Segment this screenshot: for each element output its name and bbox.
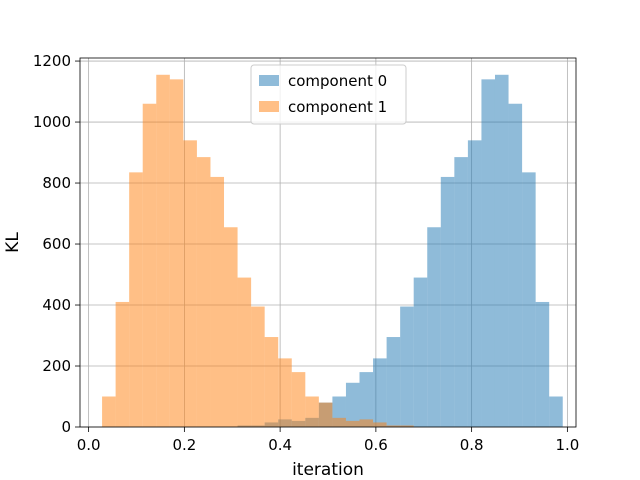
histogram-bar: [264, 337, 279, 427]
legend-label: component 0: [288, 72, 387, 90]
histogram-bar: [427, 227, 441, 427]
plot-area-frame: [79, 57, 577, 428]
y-tick-label: 800: [42, 174, 71, 192]
x-axis-label: iteration: [292, 460, 364, 480]
histogram-bar: [251, 306, 265, 427]
x-tick-label: 0.6: [364, 436, 388, 454]
histogram-bar: [522, 172, 536, 427]
histogram-bar: [345, 420, 360, 427]
histogram-bar: [400, 425, 414, 427]
x-tick-label: 0.0: [77, 436, 101, 454]
histogram-bar: [481, 79, 495, 427]
histogram-bar: [129, 172, 143, 427]
histogram-bar: [345, 382, 360, 427]
histogram-bar: [413, 277, 428, 427]
histogram-bar: [115, 301, 130, 427]
histogram-bar: [278, 358, 292, 427]
histogram-bars: [102, 74, 563, 427]
x-tick-label: 0.8: [460, 436, 484, 454]
histogram-bar: [386, 425, 401, 427]
histogram-bar: [494, 74, 509, 427]
histogram-bar: [183, 140, 197, 427]
histogram-bar: [373, 358, 387, 427]
histogram-bar: [508, 103, 523, 427]
histogram-bar: [237, 277, 252, 427]
histogram-bar: [440, 176, 455, 427]
histogram-bar: [332, 417, 346, 427]
legend-label: component 1: [288, 98, 387, 116]
series-0: [237, 74, 563, 427]
y-tick-label: 600: [42, 235, 71, 253]
histogram-bar: [305, 396, 319, 427]
histogram-bar: [549, 396, 563, 427]
histogram-bar: [142, 103, 157, 427]
legend-swatch: [259, 75, 279, 86]
histogram-bar: [210, 176, 225, 427]
histogram-bar: [102, 396, 116, 427]
y-tick-label: 1200: [33, 52, 71, 70]
histogram-bar: [291, 372, 306, 427]
legend: component 0 component 1: [250, 64, 407, 125]
histogram-bar: [169, 79, 184, 427]
histogram-bar: [359, 419, 374, 427]
histogram-bar: [196, 157, 211, 427]
y-axis-ticks: 0 200 400 600 800 1000 1200: [33, 52, 80, 436]
y-tick-label: 1000: [33, 113, 71, 131]
histogram-bar: [454, 157, 468, 427]
histogram-bar: [373, 422, 387, 427]
y-tick-label: 0: [61, 418, 71, 436]
histogram-bar: [386, 337, 401, 427]
histogram-bar: [400, 306, 414, 427]
x-tick-label: 0.2: [172, 436, 196, 454]
histogram-bar: [156, 74, 170, 427]
series-1: [102, 74, 414, 427]
y-tick-label: 400: [42, 296, 71, 314]
legend-swatch: [259, 101, 279, 112]
histogram-bar: [467, 140, 482, 427]
legend-box: [250, 64, 407, 125]
y-tick-label: 200: [42, 357, 71, 375]
histogram-bar: [535, 301, 550, 427]
histogram-bar: [224, 227, 238, 427]
x-axis-ticks: 0.0 0.2 0.4 0.6 0.8 1.0: [77, 427, 579, 454]
histogram-bar: [318, 402, 333, 427]
y-axis-label: KL: [3, 232, 23, 253]
x-tick-label: 1.0: [555, 436, 579, 454]
x-tick-label: 0.4: [268, 436, 292, 454]
histogram-bar: [359, 372, 374, 427]
